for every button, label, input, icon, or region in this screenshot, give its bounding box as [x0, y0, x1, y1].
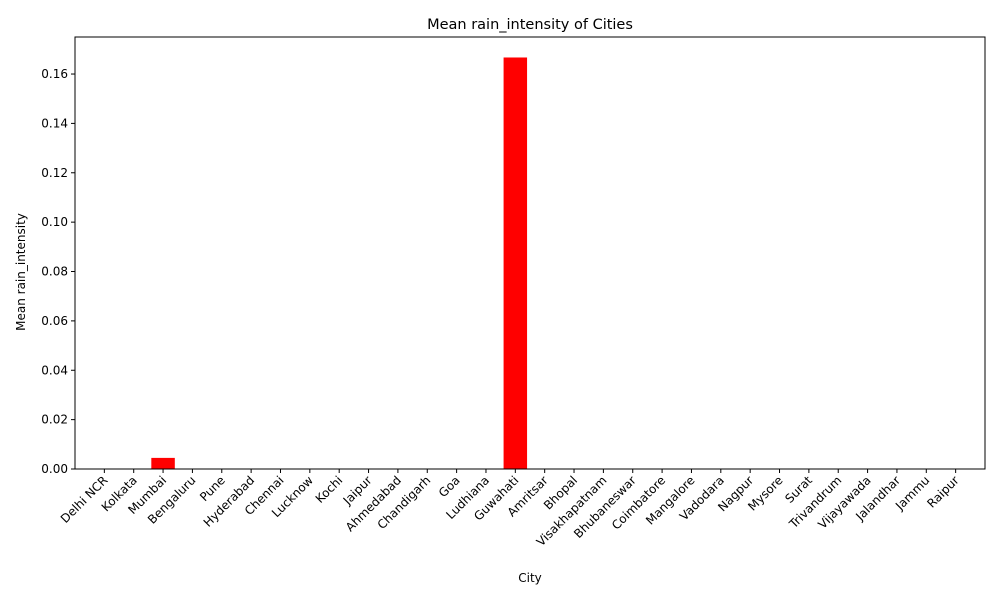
y-axis-label: Mean rain_intensity	[14, 213, 28, 331]
y-tick-label: 0.06	[41, 314, 68, 328]
bar-mumbai	[151, 457, 175, 469]
y-tick-label: 0.02	[41, 413, 68, 427]
y-tick-label: 0.04	[41, 363, 68, 377]
y-tick-label: 0.10	[41, 215, 68, 229]
y-axis: 0.00 0.02 0.04 0.06 0.08 0.10 0.12 0.14 0.16	[41, 67, 75, 476]
y-tick-label: 0.12	[41, 166, 68, 180]
chart-title: Mean rain_intensity of Cities	[427, 17, 633, 33]
plot-frame	[74, 36, 986, 470]
x-axis: Delhi NCRKolkataMumbaiBengaluruPuneHyder…	[58, 469, 962, 549]
x-axis-label: City	[518, 571, 542, 585]
x-tick-label: Raipur	[924, 473, 961, 510]
y-tick-label: 0.08	[41, 265, 68, 279]
y-tick-label: 0.14	[41, 116, 68, 130]
y-tick-label: 0.16	[41, 67, 68, 81]
y-tick-label: 0.00	[41, 462, 68, 476]
x-tick-label: Kochi	[313, 473, 346, 506]
bar-guwahati	[503, 57, 528, 470]
bars-group	[151, 57, 528, 470]
